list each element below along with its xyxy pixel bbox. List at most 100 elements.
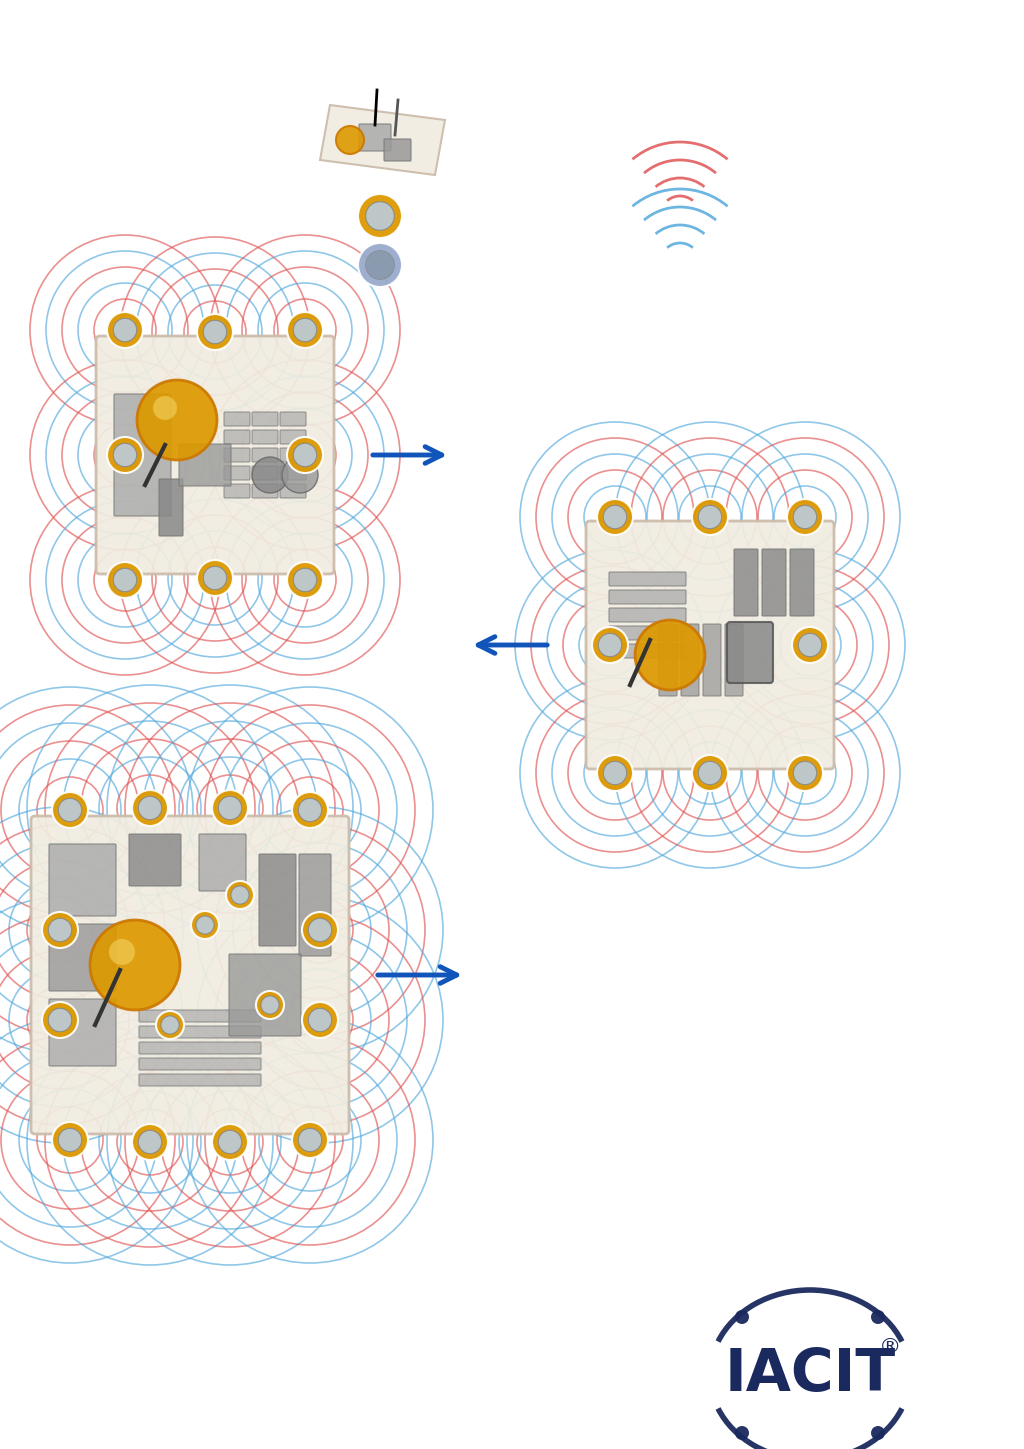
Circle shape [871, 1426, 885, 1440]
Circle shape [52, 1122, 88, 1158]
FancyBboxPatch shape [659, 625, 677, 696]
FancyBboxPatch shape [224, 484, 250, 498]
Circle shape [698, 761, 722, 785]
FancyBboxPatch shape [609, 609, 686, 622]
Circle shape [794, 761, 817, 785]
FancyBboxPatch shape [96, 336, 334, 574]
Circle shape [598, 633, 622, 656]
Circle shape [287, 438, 323, 472]
Circle shape [197, 559, 233, 596]
FancyBboxPatch shape [725, 625, 743, 696]
Circle shape [106, 562, 143, 598]
Circle shape [212, 1124, 248, 1161]
Circle shape [114, 443, 136, 467]
Circle shape [358, 194, 402, 238]
Circle shape [204, 320, 226, 343]
Circle shape [90, 920, 180, 1010]
Circle shape [366, 201, 394, 230]
FancyBboxPatch shape [681, 625, 699, 696]
FancyBboxPatch shape [609, 572, 686, 585]
Circle shape [799, 633, 821, 656]
Circle shape [302, 911, 338, 948]
Circle shape [114, 319, 136, 342]
FancyBboxPatch shape [229, 953, 301, 1036]
FancyBboxPatch shape [224, 430, 250, 443]
Circle shape [871, 1310, 885, 1324]
Text: IACIT: IACIT [724, 1346, 896, 1404]
Circle shape [153, 396, 177, 420]
Circle shape [293, 319, 316, 342]
FancyBboxPatch shape [299, 853, 331, 956]
FancyBboxPatch shape [224, 412, 250, 426]
Circle shape [114, 568, 136, 591]
Circle shape [132, 790, 168, 826]
Circle shape [252, 456, 288, 493]
Circle shape [794, 506, 817, 529]
FancyBboxPatch shape [224, 467, 250, 480]
Circle shape [156, 1011, 184, 1039]
FancyBboxPatch shape [252, 484, 278, 498]
FancyBboxPatch shape [252, 448, 278, 462]
FancyBboxPatch shape [224, 448, 250, 462]
Circle shape [137, 380, 217, 459]
Circle shape [698, 506, 722, 529]
Circle shape [218, 797, 242, 820]
Circle shape [292, 1122, 328, 1158]
FancyBboxPatch shape [762, 549, 786, 616]
Circle shape [603, 761, 627, 785]
Circle shape [603, 506, 627, 529]
Circle shape [42, 911, 78, 948]
FancyBboxPatch shape [49, 843, 116, 916]
Circle shape [293, 443, 316, 467]
FancyBboxPatch shape [49, 924, 116, 991]
Circle shape [161, 1016, 179, 1035]
Circle shape [635, 620, 705, 690]
FancyBboxPatch shape [280, 467, 306, 480]
Circle shape [308, 1009, 332, 1032]
Circle shape [597, 498, 633, 535]
Circle shape [106, 438, 143, 472]
FancyBboxPatch shape [139, 1058, 261, 1069]
FancyBboxPatch shape [609, 590, 686, 604]
FancyBboxPatch shape [609, 626, 686, 640]
Circle shape [58, 798, 82, 822]
FancyBboxPatch shape [252, 412, 278, 426]
FancyBboxPatch shape [252, 430, 278, 443]
FancyBboxPatch shape [359, 125, 391, 151]
Circle shape [298, 798, 322, 822]
FancyBboxPatch shape [280, 484, 306, 498]
Circle shape [226, 881, 254, 909]
FancyBboxPatch shape [790, 549, 814, 616]
Circle shape [132, 1124, 168, 1161]
Text: ®: ® [879, 1337, 901, 1358]
FancyBboxPatch shape [280, 448, 306, 462]
FancyBboxPatch shape [139, 1026, 261, 1037]
Circle shape [138, 1130, 162, 1153]
Circle shape [597, 755, 633, 791]
FancyBboxPatch shape [252, 467, 278, 480]
Circle shape [48, 919, 72, 942]
Circle shape [218, 1130, 242, 1153]
FancyBboxPatch shape [703, 625, 721, 696]
FancyBboxPatch shape [159, 480, 183, 536]
Circle shape [109, 939, 135, 965]
FancyBboxPatch shape [139, 1042, 261, 1053]
Circle shape [230, 885, 249, 904]
FancyBboxPatch shape [179, 443, 231, 485]
FancyBboxPatch shape [609, 643, 686, 658]
Circle shape [692, 755, 728, 791]
Circle shape [735, 1310, 749, 1324]
Circle shape [212, 790, 248, 826]
FancyBboxPatch shape [259, 853, 296, 946]
Circle shape [358, 243, 402, 287]
Circle shape [256, 991, 284, 1019]
Circle shape [106, 312, 143, 348]
Circle shape [366, 251, 394, 280]
Circle shape [282, 456, 318, 493]
FancyBboxPatch shape [734, 549, 758, 616]
Circle shape [48, 1009, 72, 1032]
Circle shape [191, 911, 219, 939]
Circle shape [787, 498, 823, 535]
FancyBboxPatch shape [727, 622, 773, 682]
FancyBboxPatch shape [280, 412, 306, 426]
